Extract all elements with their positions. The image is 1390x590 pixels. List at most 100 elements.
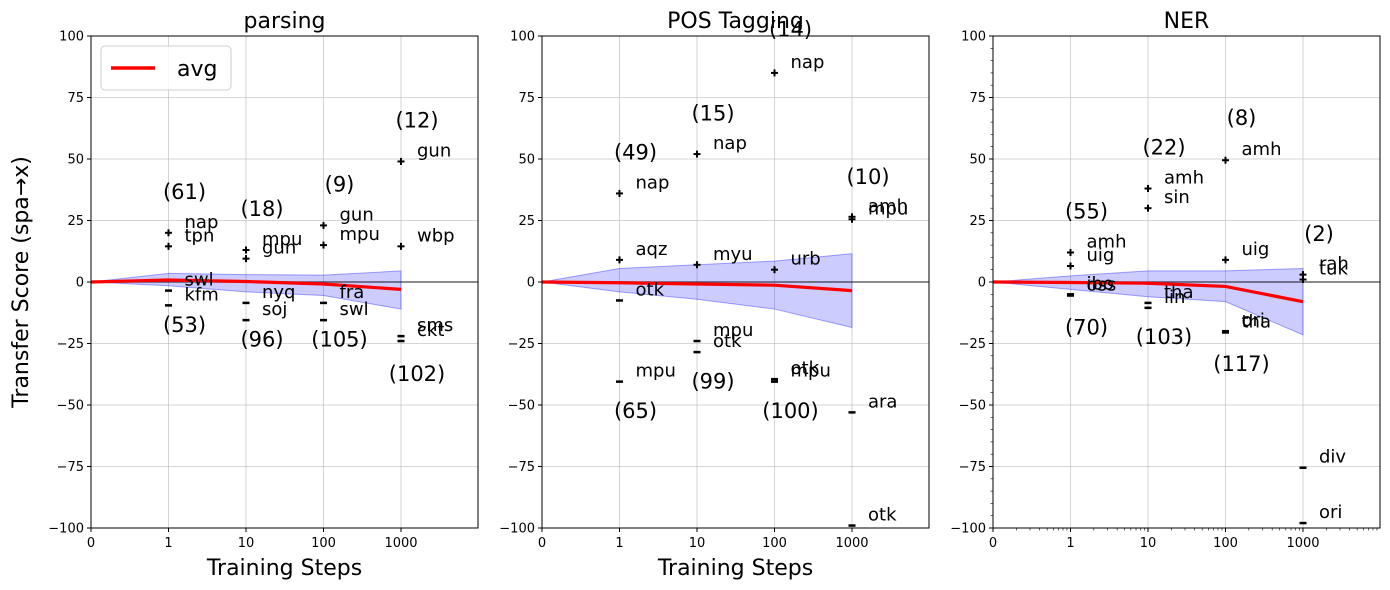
tick-label-x: 10	[238, 536, 255, 551]
tick-label-y: −25	[508, 337, 535, 352]
count-label: (53)	[163, 313, 206, 337]
point-label: sin	[1164, 187, 1190, 208]
point-label: otk	[791, 358, 820, 379]
point-label: nap	[791, 52, 825, 73]
tick-label-x: 0	[87, 536, 95, 551]
tick-label-y: 50	[969, 153, 986, 168]
point-marker-plus	[616, 189, 623, 197]
x-axis-label: Training Steps	[657, 556, 813, 581]
point-marker-plus	[1222, 256, 1229, 264]
tick-label-x: 1000	[1286, 536, 1319, 551]
point-label: div	[1319, 447, 1346, 468]
point-marker-plus	[242, 246, 250, 254]
point-label: kfm	[185, 284, 219, 305]
legend-box	[100, 45, 232, 91]
count-label: (100)	[762, 399, 818, 423]
tick-label-y: −100	[48, 522, 84, 537]
point-marker-plus	[1144, 204, 1152, 212]
point-label: urb	[791, 249, 821, 270]
tick-label-x: 0	[989, 536, 997, 551]
tick-label-x: 10	[1140, 536, 1157, 551]
point-label: wbp	[417, 225, 455, 246]
count-label: (10)	[846, 165, 889, 189]
tick-label-y: −75	[959, 460, 986, 475]
count-label: (105)	[311, 328, 367, 352]
tick-label-x: 0	[538, 536, 546, 551]
point-marker-plus	[242, 255, 250, 263]
point-label: soj	[262, 299, 287, 320]
point-label: uig	[1087, 245, 1115, 266]
point-label: ara	[868, 391, 897, 412]
count-label: (8)	[1227, 106, 1257, 130]
point-label: ibo	[1087, 273, 1114, 294]
point-marker-plus	[848, 215, 856, 223]
point-label: amh	[868, 196, 908, 217]
point-label: otk	[868, 505, 897, 526]
point-label: fra	[340, 282, 365, 303]
tick-label-y: −50	[959, 399, 986, 414]
tick-label-x: 1000	[384, 536, 417, 551]
point-label: mpu	[791, 361, 831, 382]
point-marker-plus	[165, 242, 172, 250]
count-label: (55)	[1065, 200, 1108, 224]
point-label: mpu	[868, 198, 908, 219]
avg-line	[541, 280, 853, 293]
panel-2: napaqzotkmpunapmyumpuotknapurbotkmpuamhm…	[499, 9, 930, 581]
count-label: (14)	[769, 18, 812, 42]
avg-line	[90, 278, 402, 291]
point-marker-plus	[1067, 248, 1074, 256]
point-label: swl	[340, 299, 369, 320]
point-marker-plus	[397, 242, 405, 250]
point-label: nap	[636, 172, 670, 193]
point-marker-plus	[616, 256, 623, 264]
panel-3: amhuigiboossamhsinthalinamhuigoritharaht…	[950, 9, 1381, 551]
point-label: otk	[713, 331, 742, 352]
count-label: (99)	[691, 369, 734, 393]
point-label: aqz	[636, 239, 668, 260]
point-label: ckt	[417, 320, 444, 341]
tick-label-y: 75	[518, 91, 535, 106]
point-label: amh	[1242, 139, 1282, 160]
tick-label-x: 100	[762, 536, 787, 551]
point-label: otk	[636, 279, 665, 300]
count-label: (18)	[240, 197, 283, 221]
point-label: oss	[1087, 275, 1117, 296]
tick-label-x: 1000	[835, 536, 868, 551]
panel-1: naptpnswlkfmmpugunnyqsojgunmpufraswlgunw…	[9, 9, 479, 581]
point-label: tuk	[1319, 259, 1348, 280]
chart-title: NER	[1164, 9, 1210, 34]
count-label: (9)	[325, 173, 355, 197]
tick-label-y: 50	[67, 153, 84, 168]
tick-label-y: 0	[76, 276, 84, 291]
point-marker-plus	[1067, 262, 1074, 270]
count-label: (12)	[395, 109, 438, 133]
point-marker-plus	[693, 150, 701, 158]
point-label: nap	[185, 212, 219, 233]
point-label: sms	[417, 315, 453, 336]
count-label: (103)	[1136, 325, 1192, 349]
point-label: tha	[1242, 311, 1272, 332]
tick-label-y: −100	[950, 522, 986, 537]
avg-line	[992, 280, 1304, 304]
tick-label-y: 0	[978, 276, 986, 291]
point-label: gun	[262, 238, 296, 259]
point-marker-plus	[1299, 276, 1307, 284]
tick-label-y: −25	[959, 337, 986, 352]
point-label: uig	[1242, 239, 1270, 260]
count-label: (61)	[163, 180, 206, 204]
point-label: amh	[1164, 168, 1204, 189]
point-label: myu	[713, 244, 753, 265]
y-axis-label: Transfer Score (spa→x)	[9, 156, 34, 409]
tick-label-y: 25	[969, 214, 986, 229]
point-label: ori	[1242, 310, 1265, 331]
tick-label-y: −100	[499, 522, 535, 537]
point-marker-plus	[771, 266, 778, 274]
count-label: (22)	[1142, 136, 1185, 160]
point-label: mpu	[636, 361, 676, 382]
point-marker-plus	[397, 157, 405, 165]
count-label: (117)	[1213, 352, 1269, 376]
tick-label-y: 25	[518, 214, 535, 229]
point-label: rah	[1319, 254, 1349, 275]
point-label: ori	[1319, 502, 1342, 523]
tick-label-x: 1	[164, 536, 172, 551]
